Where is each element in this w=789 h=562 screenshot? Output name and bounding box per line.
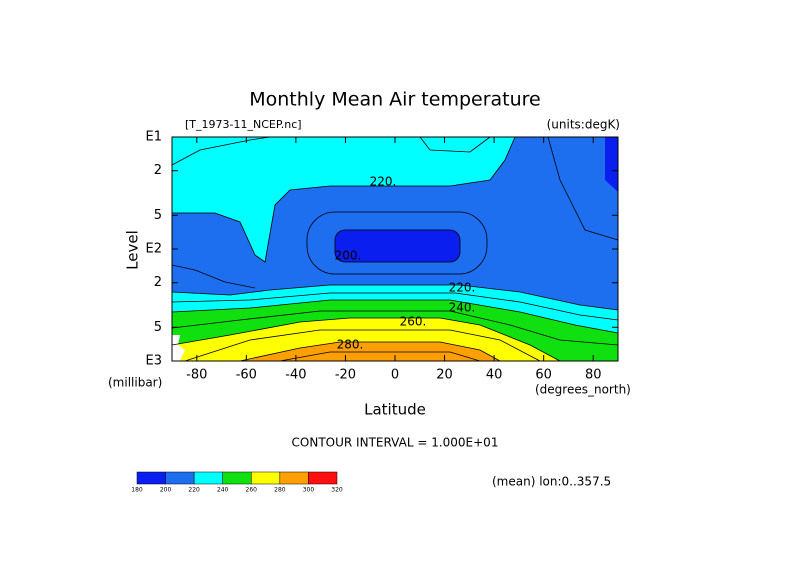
contour-line: [306, 211, 488, 275]
colorbar-box: [165, 471, 195, 485]
y-tick-label: 5: [154, 208, 162, 223]
contour-line: [279, 351, 481, 362]
x-tick-label: 20: [436, 368, 453, 383]
x-tick-label: -40: [285, 368, 306, 383]
contour-fill: [172, 137, 515, 262]
y-tick-label: E3: [146, 354, 163, 369]
colorbar-box: [222, 471, 252, 485]
contour-line: [419, 136, 491, 153]
x-axis-title: Latitude: [364, 401, 426, 419]
y-tick-label: 2: [154, 163, 162, 178]
colorbar-label: 200: [160, 487, 172, 494]
missing-data: [172, 335, 185, 361]
contour-line: [239, 341, 501, 362]
colorbar-box: [193, 471, 223, 485]
colorbar-label: 260: [246, 487, 258, 494]
footer-note: (mean) lon:0..357.5: [492, 475, 611, 489]
contour-line: [171, 264, 256, 289]
y-axis-title: Level: [124, 230, 142, 270]
x-tick-label: -20: [335, 368, 356, 383]
colorbar-label: 280: [274, 487, 286, 494]
x-tick-label: -80: [186, 368, 207, 383]
colorbar-box: [136, 471, 166, 485]
x-axis-units: (degrees_north): [535, 383, 631, 397]
contour-line: [171, 284, 619, 311]
colorbar-box: [279, 471, 309, 485]
contour-label: 260.: [400, 315, 427, 329]
contour-label: 220.: [449, 281, 476, 295]
x-tick-label: -60: [236, 368, 257, 383]
contour-line: [171, 317, 561, 362]
units-label: (units:degK): [547, 118, 620, 132]
y-tick-label: 2: [154, 275, 162, 290]
contour-label: 280.: [337, 338, 364, 352]
contour-line: [171, 310, 619, 346]
contour-line: [172, 136, 516, 263]
contour-line: [171, 136, 271, 166]
y-tick-label: 5: [154, 320, 162, 335]
x-tick-label: 40: [486, 368, 503, 383]
contour-fill: [335, 230, 460, 262]
x-tick-label: 60: [535, 368, 552, 383]
contour-line: [171, 292, 619, 321]
contour-interval-note: CONTOUR INTERVAL = 1.000E+01: [292, 436, 499, 450]
colorbar-label: 180: [131, 487, 143, 494]
colorbar-label: 220: [188, 487, 200, 494]
source-label: [T_1973-11_NCEP.nc]: [185, 118, 302, 131]
contour-fill: [605, 137, 618, 192]
contour-label: 240.: [449, 301, 476, 315]
chart-title: Monthly Mean Air temperature: [249, 89, 540, 111]
contour-line: [547, 136, 619, 241]
colorbar-label: 320: [331, 487, 343, 494]
contour-label: 220.: [370, 175, 397, 189]
y-tick-label: E1: [146, 130, 163, 145]
contour-label: 200.: [335, 249, 362, 263]
contour-line: [184, 329, 541, 362]
y-tick-label: E2: [146, 242, 163, 257]
x-tick-label: 80: [585, 368, 602, 383]
colorbar-label: 300: [303, 487, 315, 494]
contour-line: [334, 229, 461, 263]
x-tick-label: 0: [391, 368, 399, 383]
colorbar-box: [308, 471, 338, 485]
contour-line: [171, 299, 619, 334]
colorbar-label: 240: [217, 487, 229, 494]
colorbar-box: [251, 471, 281, 485]
y-axis-units: (millibar): [108, 376, 162, 390]
